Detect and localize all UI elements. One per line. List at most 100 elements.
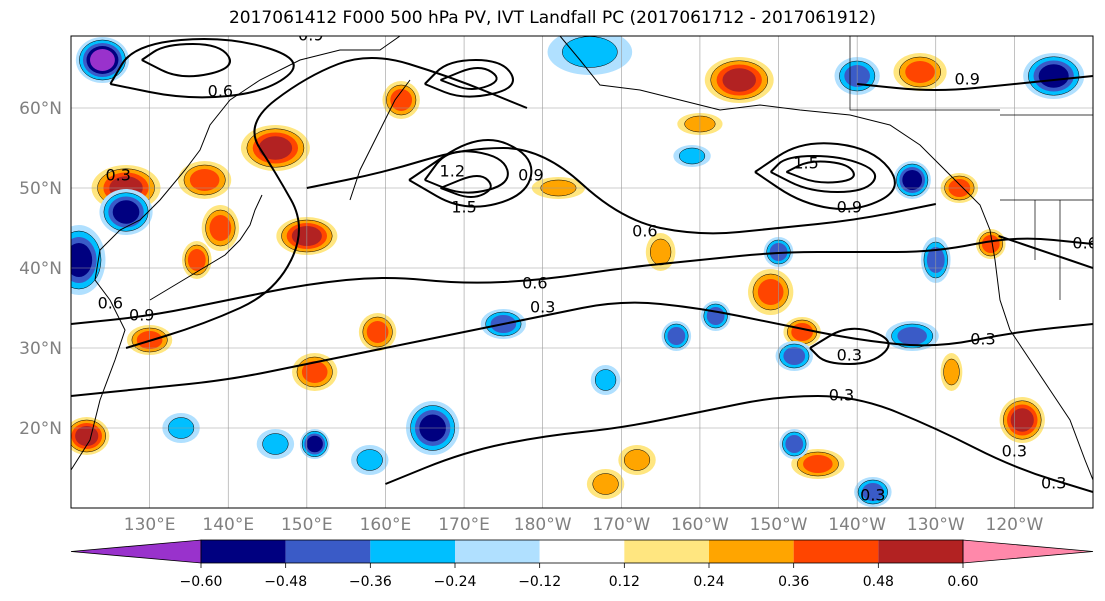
anomaly-shade bbox=[649, 238, 672, 266]
pv-contour-line bbox=[754, 142, 896, 210]
pv-contour-line bbox=[440, 67, 498, 90]
contour-label: 0.3 bbox=[530, 298, 555, 317]
pv-contour-line bbox=[71, 301, 1093, 397]
lon-label: 150°W bbox=[750, 515, 808, 535]
anomaly-shade bbox=[1010, 408, 1034, 432]
pv-contour-line bbox=[440, 175, 492, 198]
contour-label: 0.3 bbox=[829, 386, 854, 405]
lon-label: 140°E bbox=[202, 515, 254, 535]
colorbar-segment bbox=[793, 540, 879, 563]
state-borders bbox=[849, 36, 1093, 300]
lon-label: 120°W bbox=[986, 515, 1044, 535]
colorbar-segment bbox=[709, 540, 794, 563]
positive-pv-anomaly bbox=[791, 449, 845, 479]
lon-label: 180°W bbox=[514, 515, 572, 535]
lat-label: 60°N bbox=[19, 99, 62, 119]
anomaly-shade bbox=[862, 483, 884, 501]
contour-label: 0.6 bbox=[98, 294, 123, 313]
coastline-alaska bbox=[559, 36, 1093, 481]
anomaly-shade bbox=[592, 473, 619, 495]
anomaly-shade bbox=[722, 68, 756, 92]
negative-pv-anomaly bbox=[71, 225, 106, 295]
negative-pv-anomaly bbox=[775, 341, 813, 371]
anomaly-shade bbox=[301, 361, 328, 383]
colorbar-segment bbox=[370, 540, 455, 563]
contour-label: 0.3 bbox=[105, 166, 130, 185]
anomaly-shade bbox=[667, 327, 686, 345]
pv-contour-line bbox=[141, 42, 231, 78]
positive-pv-anomaly bbox=[71, 417, 110, 455]
positive-pv-anomaly bbox=[181, 241, 212, 279]
colorbar-tick-label: −0.36 bbox=[349, 574, 392, 590]
contour-label: 0.3 bbox=[1002, 442, 1027, 461]
colorbar-tick-label: 0.24 bbox=[693, 574, 724, 590]
negative-pv-anomaly bbox=[885, 321, 939, 351]
anomaly-shade bbox=[306, 435, 323, 453]
graticule bbox=[71, 36, 1093, 508]
positive-pv-anomaly bbox=[382, 81, 420, 119]
anomaly-shade bbox=[902, 170, 923, 190]
negative-pv-anomaly bbox=[299, 429, 330, 459]
anomaly-shade bbox=[791, 323, 813, 341]
anomaly-shade bbox=[981, 235, 1000, 253]
positive-pv-anomaly bbox=[893, 53, 947, 91]
colorbar-segment bbox=[455, 540, 540, 563]
pv-contour-line bbox=[408, 139, 533, 208]
lat-label: 50°N bbox=[19, 179, 62, 199]
negative-pv-anomaly bbox=[351, 445, 389, 475]
negative-pv-anomaly bbox=[1023, 53, 1085, 99]
pv-contour-line bbox=[385, 394, 1093, 493]
positive-pv-anomaly bbox=[704, 57, 774, 103]
lon-label: 170°E bbox=[438, 515, 490, 535]
anomaly-shade bbox=[943, 358, 960, 386]
contour-label: 1.5 bbox=[793, 154, 818, 173]
latitude-labels: 60°N 50°N 40°N 30°N 20°N bbox=[19, 99, 62, 439]
positive-pv-anomaly bbox=[940, 353, 963, 391]
anomaly-shade bbox=[258, 136, 293, 160]
lat-label: 30°N bbox=[19, 339, 62, 359]
contour-label: 0.9 bbox=[129, 306, 154, 325]
plot-frame bbox=[70, 35, 1094, 509]
anomaly-shade bbox=[209, 215, 232, 241]
anomaly-shade bbox=[897, 327, 927, 345]
anomaly-shade bbox=[757, 279, 784, 305]
contour-label: 0.9 bbox=[954, 70, 979, 89]
contour-label: 1.2 bbox=[440, 162, 465, 181]
pv-contour-line bbox=[998, 235, 1093, 269]
negative-pv-anomaly bbox=[779, 429, 810, 459]
contour-label: 1.5 bbox=[451, 198, 476, 217]
colorbar-segment bbox=[285, 540, 371, 563]
negative-pv-anomaly bbox=[75, 37, 130, 83]
negative-pv-anomaly bbox=[661, 321, 692, 351]
pv-contour-line bbox=[71, 237, 1093, 325]
pv-contour-line bbox=[306, 146, 936, 235]
pv-contours bbox=[71, 38, 1093, 493]
colorbar-tick-label: 0.36 bbox=[778, 574, 809, 590]
contour-label: 0.6 bbox=[1072, 234, 1097, 253]
anomaly-shade bbox=[390, 89, 413, 111]
positive-pv-anomaly bbox=[358, 313, 397, 351]
colorbar-tick-label: −0.12 bbox=[518, 574, 561, 590]
pv-contour-line bbox=[125, 57, 528, 349]
positive-pv-anomaly bbox=[240, 125, 310, 171]
pv-contour-line bbox=[809, 327, 890, 366]
coastline-japan bbox=[149, 194, 263, 301]
anomaly-shade bbox=[785, 435, 804, 453]
anomaly-shade bbox=[189, 169, 220, 191]
colorbar-frame bbox=[200, 539, 964, 564]
contour-label: 0.3 bbox=[837, 346, 862, 365]
colorbar-tick-label: −0.48 bbox=[264, 574, 307, 590]
contour-label: 0.3 bbox=[1041, 474, 1066, 493]
anomaly-shade bbox=[594, 369, 617, 391]
colorbar-min-extend bbox=[70, 539, 202, 564]
anomaly-shade bbox=[90, 49, 115, 71]
anomaly-shade bbox=[187, 249, 206, 271]
negative-pv-anomaly bbox=[893, 161, 931, 199]
positive-pv-anomaly bbox=[783, 317, 821, 347]
colorbar-segment bbox=[878, 540, 963, 563]
negative-pv-anomaly bbox=[590, 365, 621, 395]
anomaly-shade bbox=[623, 449, 651, 471]
pv-contour-line bbox=[785, 160, 855, 184]
contour-label: 0.6 bbox=[208, 82, 233, 101]
